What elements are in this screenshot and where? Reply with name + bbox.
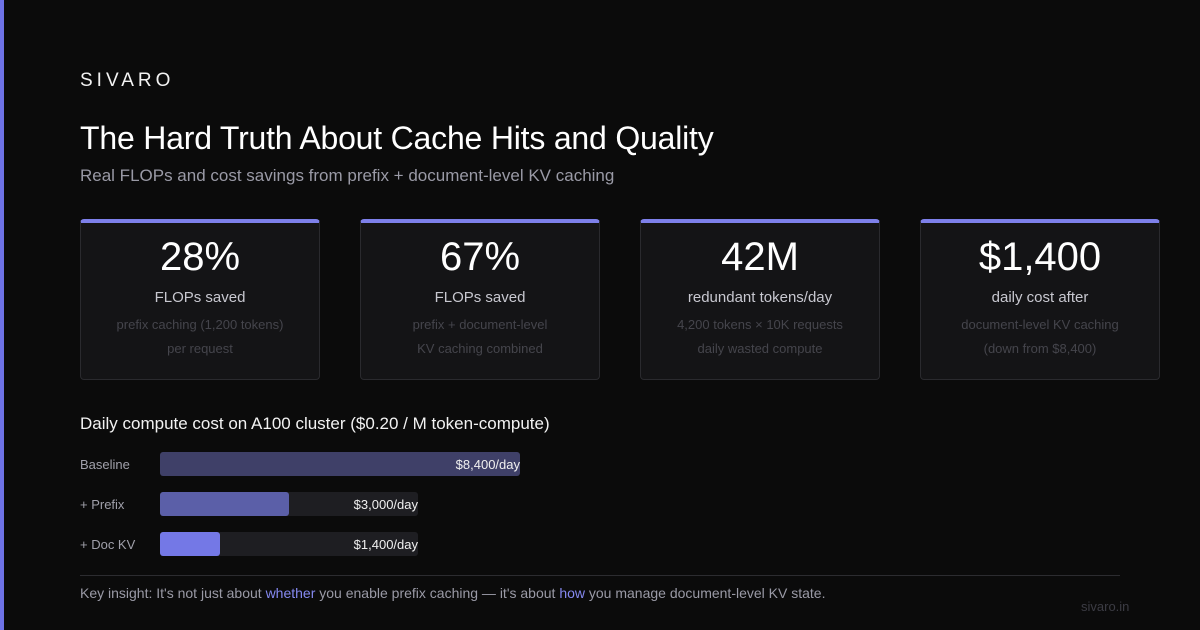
bar-category-label: + Prefix bbox=[80, 497, 125, 512]
bar-fill bbox=[160, 452, 520, 476]
bar-value-label: $3,000/day bbox=[353, 497, 418, 512]
page-subtitle: Real FLOPs and cost savings from prefix … bbox=[80, 166, 615, 185]
stat-label: FLOPs saved bbox=[434, 289, 526, 306]
insight-highlight-whether: whether bbox=[265, 585, 316, 601]
page-title: The Hard Truth About Cache Hits and Qual… bbox=[80, 120, 714, 156]
bar-fill bbox=[160, 532, 220, 556]
insight-highlight-how: how bbox=[559, 585, 585, 601]
bar-value-label: $1,400/day bbox=[353, 537, 418, 552]
stat-note: daily wasted compute bbox=[697, 341, 823, 356]
divider bbox=[80, 575, 1120, 576]
chart-title: Daily compute cost on A100 cluster ($0.2… bbox=[80, 414, 550, 433]
stat-value: $1,400 bbox=[978, 235, 1102, 279]
stat-note: document-level KV caching bbox=[961, 317, 1119, 332]
stat-label: daily cost after bbox=[991, 289, 1089, 306]
brand-logo: SIVARO bbox=[80, 70, 175, 91]
stat-value: 42M bbox=[721, 235, 799, 279]
footer-url: sivaro.in bbox=[1081, 599, 1130, 614]
stat-card-redundant-tokens: 42M redundant tokens/day 4,200 tokens × … bbox=[640, 219, 880, 380]
stat-note: per request bbox=[167, 341, 233, 356]
stat-note: prefix caching (1,200 tokens) bbox=[116, 317, 284, 332]
insight-text: Key insight: It's not just about bbox=[80, 585, 266, 601]
stat-card-flops-prefix: 28% FLOPs saved prefix caching (1,200 to… bbox=[80, 219, 320, 380]
stat-card-daily-cost: $1,400 daily cost after document-level K… bbox=[920, 219, 1160, 380]
accent-bar bbox=[0, 0, 4, 630]
stat-value: 28% bbox=[159, 235, 241, 279]
stat-cards: 28% FLOPs saved prefix caching (1,200 to… bbox=[80, 219, 1160, 380]
key-insight: Key insight: It's not just about whether… bbox=[80, 585, 825, 601]
stat-note: KV caching combined bbox=[417, 341, 543, 356]
insight-text: you enable prefix caching — it's about bbox=[315, 585, 560, 601]
stat-note: 4,200 tokens × 10K requests bbox=[677, 317, 843, 332]
bar-value-label: $8,400/day bbox=[455, 457, 520, 472]
stat-note: (down from $8,400) bbox=[983, 341, 1097, 356]
bar-fill bbox=[160, 492, 289, 516]
bar-category-label: Baseline bbox=[80, 457, 130, 472]
stat-value: 67% bbox=[439, 235, 521, 279]
stat-note: prefix + document-level bbox=[412, 317, 548, 332]
bar-category-label: + Doc KV bbox=[80, 537, 136, 552]
stat-label: redundant tokens/day bbox=[687, 289, 833, 306]
stat-card-flops-combined: 67% FLOPs saved prefix + document-level … bbox=[360, 219, 600, 380]
insight-text: you manage document-level KV state. bbox=[585, 585, 826, 601]
stat-label: FLOPs saved bbox=[154, 289, 246, 306]
